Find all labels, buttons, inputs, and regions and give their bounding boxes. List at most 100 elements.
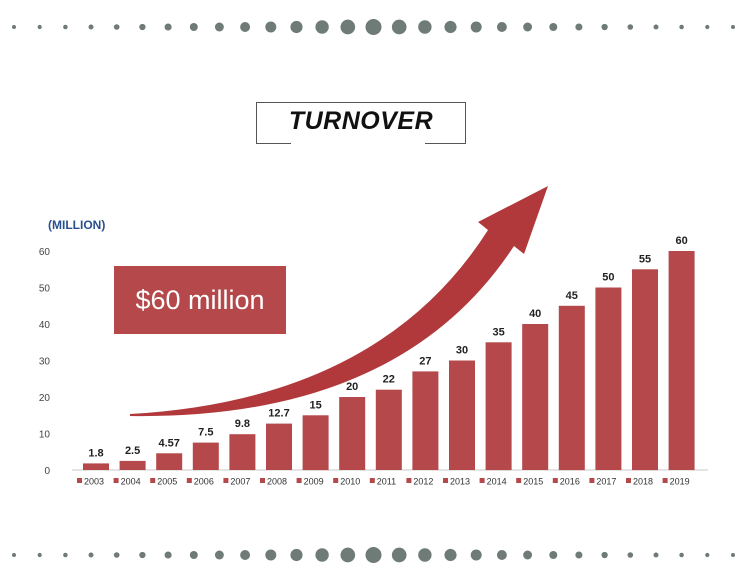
x-category-label: 2005 [157, 477, 177, 487]
bar [339, 397, 366, 470]
x-category-label: 2003 [84, 477, 104, 487]
legend-swatch [296, 478, 302, 483]
border-dot [214, 550, 224, 560]
border-dot [240, 22, 251, 32]
bar-value-label: 1.8 [88, 447, 103, 459]
total-callout: $60 million [114, 266, 286, 334]
bar [668, 251, 695, 470]
title-frame: TURNOVER [256, 102, 466, 147]
border-dot [627, 24, 634, 30]
border-dot [470, 549, 482, 561]
page-title: TURNOVER [288, 107, 434, 135]
legend-swatch [113, 478, 119, 483]
legend-swatch [443, 478, 448, 483]
border-dot [496, 22, 507, 32]
border-dot [549, 551, 558, 559]
bar-value-label: 27 [419, 355, 431, 367]
border-dot [627, 552, 634, 558]
bar [156, 453, 183, 470]
border-dot [653, 24, 659, 30]
x-category-label: 2018 [633, 477, 653, 487]
border-dot [575, 551, 583, 559]
border-dot [315, 20, 329, 34]
border-dot [139, 551, 146, 559]
y-axis: 0 10 20 30 40 50 60 [39, 247, 51, 477]
bar [119, 460, 146, 470]
bottom-dot-border [12, 547, 735, 563]
y-axis-unit-label: (MILLION) [48, 218, 106, 232]
border-dot [705, 24, 710, 30]
x-category-label: 2014 [487, 477, 507, 487]
border-dot [265, 21, 277, 33]
border-dot [214, 22, 224, 32]
border-dot [139, 23, 146, 31]
x-category-label: 2012 [413, 477, 433, 487]
x-category-label: 2017 [596, 477, 616, 487]
x-category-label: 2009 [304, 477, 324, 487]
title-frame-gap [291, 133, 425, 147]
bar [522, 324, 549, 470]
x-category-label: 2016 [560, 477, 580, 487]
border-dot [470, 21, 482, 33]
border-dot [37, 552, 42, 558]
border-dot [601, 23, 608, 31]
bar-value-label: 7.5 [198, 427, 213, 439]
value-labels: 1.8 2.5 4.57 7.5 9.8 12.7 15 20 22 27 30 35 40 45 50 55… [88, 235, 687, 459]
bar [485, 342, 512, 471]
legend-swatch [333, 478, 339, 483]
bar-value-label: 60 [675, 235, 687, 247]
border-dot [88, 24, 94, 30]
legend-swatch [150, 478, 156, 483]
border-dot [63, 24, 68, 30]
border-dot [679, 24, 684, 30]
border-dot [496, 550, 507, 560]
legend-swatch [186, 478, 192, 483]
y-tick-label: 30 [39, 357, 51, 368]
y-tick-label: 10 [39, 430, 51, 441]
border-dot [164, 551, 172, 559]
bar-value-label: 55 [639, 253, 651, 265]
border-dot [12, 553, 16, 557]
growth-arrow-body [130, 186, 548, 417]
bar-value-label: 4.57 [158, 437, 179, 449]
border-dot [340, 19, 356, 35]
border-dot [113, 24, 120, 30]
x-category-label: 2006 [194, 477, 214, 487]
bar-value-label: 40 [529, 308, 541, 320]
x-category-label: 2007 [230, 477, 250, 487]
border-dot [63, 552, 68, 558]
legend-swatch [589, 478, 595, 483]
bar-value-label: 45 [566, 290, 578, 302]
border-dot [391, 547, 407, 563]
border-dot [164, 23, 172, 31]
border-dot [523, 22, 533, 32]
y-tick-label: 0 [44, 466, 50, 477]
growth-arrow [130, 186, 548, 417]
border-dot [365, 19, 382, 35]
bar-value-label: 15 [309, 399, 321, 411]
legend-swatch [223, 478, 229, 483]
x-category-label: 2011 [377, 477, 396, 487]
border-dot [12, 25, 16, 29]
border-dot [679, 552, 684, 558]
bar-value-label: 9.8 [235, 418, 250, 430]
border-dot [37, 24, 42, 30]
x-category-label: 2019 [670, 477, 690, 487]
y-tick-label: 40 [39, 320, 51, 331]
bar-value-label: 22 [383, 374, 395, 386]
border-dot [113, 552, 120, 558]
border-dot [575, 23, 583, 31]
bar-value-label: 50 [602, 272, 614, 284]
x-category-label: 2013 [450, 477, 470, 487]
border-dot [444, 548, 457, 562]
border-dot [290, 20, 303, 34]
legend-swatch [626, 478, 631, 483]
bar [558, 305, 585, 471]
border-dot [705, 552, 710, 558]
border-dot [549, 23, 558, 31]
bar [449, 360, 475, 470]
x-category-label: 2008 [267, 477, 287, 487]
border-dot [653, 552, 659, 558]
bar-value-label: 2.5 [125, 445, 140, 457]
bar [229, 434, 256, 470]
